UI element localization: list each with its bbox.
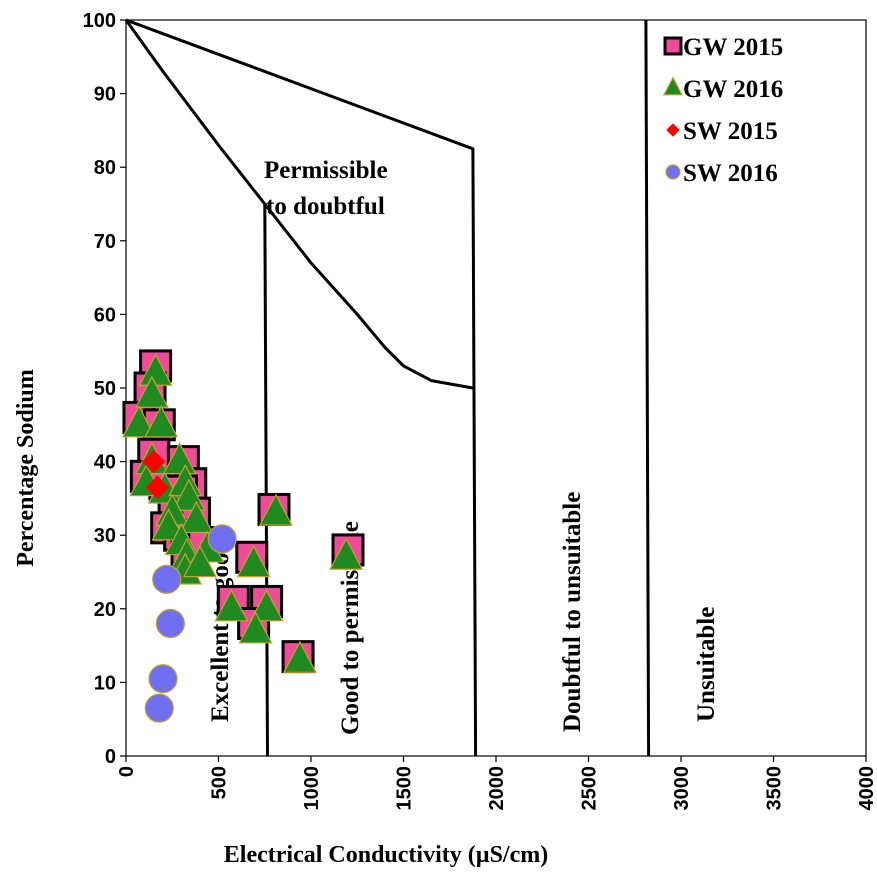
point-gw-2016 — [238, 611, 273, 644]
point-gw-2016 — [329, 537, 364, 570]
point-gw-2016 — [179, 500, 214, 534]
point-gw-2016 — [258, 493, 293, 526]
y-axis-title: Percentage Sodium — [13, 369, 39, 567]
boundary-upper-diagonal — [125, 18, 478, 757]
point-sw-2016 — [144, 693, 174, 723]
legend-marker-gw-2015 — [663, 36, 683, 56]
legend-label-sw-2015: SW 2015 — [683, 118, 778, 145]
point-sw-2016 — [155, 608, 185, 639]
y-tick-label: 60 — [94, 304, 116, 326]
point-gw-2016 — [134, 375, 169, 408]
x-tick-label: 0 — [116, 766, 138, 777]
data-points — [121, 349, 365, 723]
point-gw-2016 — [162, 441, 197, 475]
x-axis-title: Electrical Conductivity (µS/cm) — [224, 842, 548, 868]
x-tick-label: 2500 — [579, 766, 601, 811]
x-tick-label: 4000 — [856, 766, 877, 811]
x-tick-label: 1000 — [301, 766, 323, 811]
point-gw-2016 — [121, 405, 156, 438]
x-axis: 0 500 1000 1500 2000 2500 3000 3500 4000 — [116, 756, 877, 811]
legend-marker-sw-2016 — [665, 164, 681, 180]
point-sw-2015 — [142, 449, 166, 474]
region-label-doubtful: Doubtful to unsuitable — [559, 492, 586, 732]
point-gw-2016 — [183, 544, 217, 578]
y-tick-label: 80 — [94, 157, 116, 179]
point-gw-2016 — [214, 589, 249, 622]
point-gw-2016 — [249, 589, 284, 622]
point-gw-2016 — [151, 508, 186, 541]
boundary-excellent-boundary — [263, 203, 269, 757]
point-sw-2016 — [152, 564, 182, 594]
y-tick-label: 30 — [94, 525, 116, 547]
point-sw-2015 — [145, 475, 170, 500]
legend: GW 2015 GW 2016 SW 2015 SW 2016 — [663, 34, 783, 187]
point-gw-2016 — [236, 544, 271, 578]
x-tick-label: 500 — [209, 766, 231, 799]
x-tick-label: 1500 — [394, 766, 416, 811]
x-tick-label: 2000 — [486, 766, 508, 811]
region-label-permissible-1: Permissible — [264, 157, 388, 184]
y-tick-label: 40 — [94, 452, 116, 474]
legend-label-gw-2015: GW 2015 — [683, 34, 783, 61]
y-tick-label: 10 — [94, 672, 116, 694]
boundary-lines — [124, 18, 651, 757]
region-label-permissible-2: to doubtful — [266, 193, 385, 220]
y-tick-label: 50 — [94, 378, 116, 400]
legend-label-sw-2016: SW 2016 — [683, 160, 778, 187]
x-tick-label: 3000 — [671, 766, 693, 811]
y-tick-label: 20 — [94, 599, 116, 621]
point-gw-2016 — [282, 640, 317, 673]
y-axis: 0 10 20 30 40 50 60 70 80 90 100 — [83, 10, 126, 768]
legend-marker-gw-2016 — [663, 76, 683, 96]
boundary-permissible-curve — [124, 19, 474, 390]
y-tick-label: 90 — [94, 84, 116, 106]
region-label-unsuitable: Unsuitable — [693, 607, 720, 722]
boundary-unsuitable-boundary — [644, 19, 651, 757]
point-gw-2016 — [144, 405, 179, 438]
y-tick-label: 100 — [83, 10, 116, 32]
point-sw-2016 — [148, 664, 178, 694]
y-tick-label: 0 — [105, 746, 116, 768]
legend-label-gw-2016: GW 2016 — [683, 76, 783, 103]
legend-marker-sw-2015 — [666, 123, 680, 137]
y-tick-label: 70 — [94, 231, 116, 253]
x-tick-label: 3500 — [764, 766, 786, 811]
point-sw-2016 — [207, 524, 237, 554]
